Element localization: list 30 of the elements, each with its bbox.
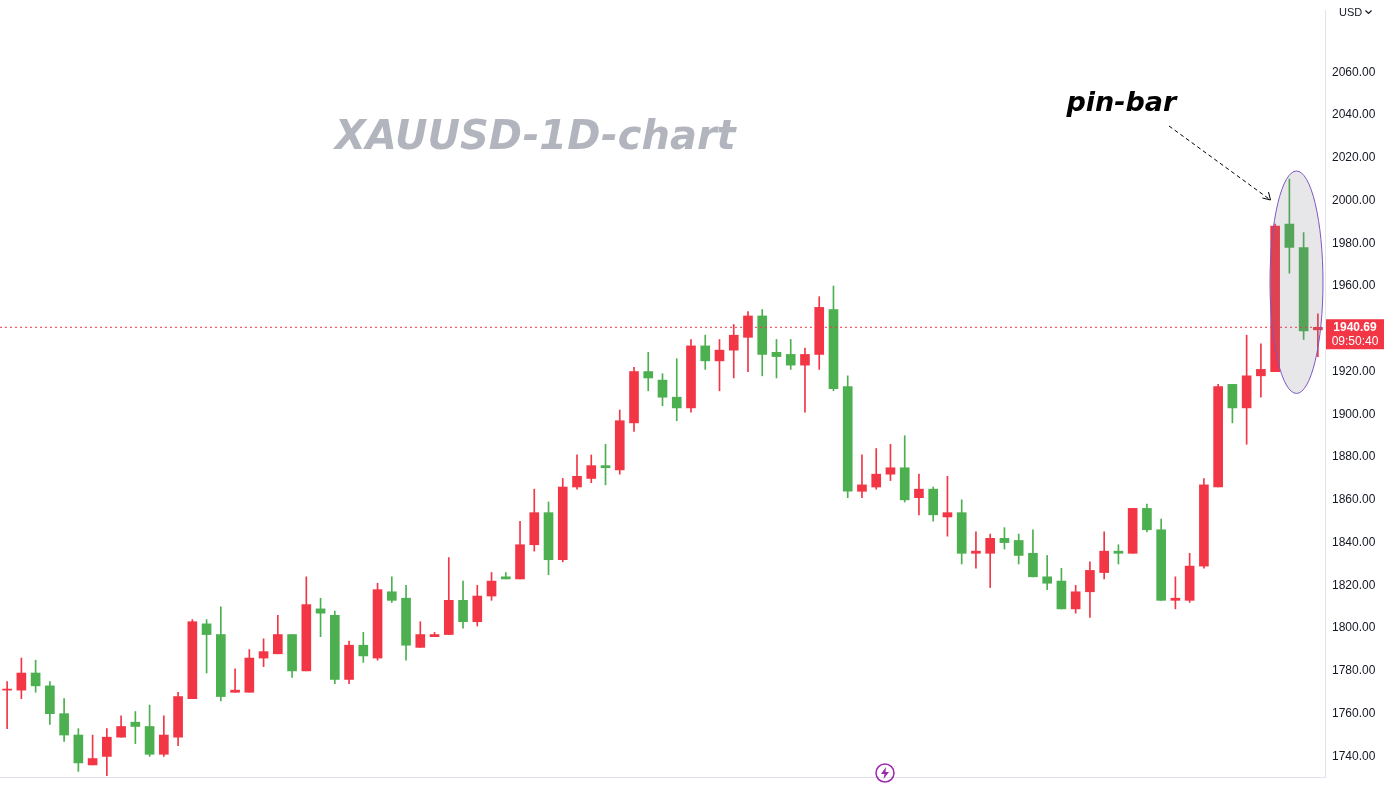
- y-tick-label: 1820.00: [1332, 577, 1376, 592]
- y-tick-label: 1740.00: [1332, 748, 1376, 763]
- y-tick-label: 2040.00: [1332, 107, 1376, 122]
- y-tick-label: 2060.00: [1332, 64, 1376, 79]
- annotation: pin-bar: [1066, 86, 1177, 117]
- y-tick-label: 2020.00: [1332, 150, 1376, 165]
- candlestick: [914, 473, 924, 516]
- text: 09:50:40: [1331, 333, 1379, 348]
- y-tick-label: 1960.00: [1332, 278, 1376, 293]
- candlestick: [671, 358, 682, 422]
- y-tick-label: 1840.00: [1332, 534, 1376, 549]
- y-tick-label: 1780.00: [1332, 663, 1376, 678]
- candlestick: [857, 454, 867, 499]
- y-tick-label: 1920.00: [1332, 363, 1376, 378]
- text: XAUUSD-1D-chart: [335, 112, 736, 158]
- y-tick-label: 1760.00: [1332, 705, 1376, 720]
- candlestick: [971, 531, 981, 569]
- y-tick-label: 1800.00: [1332, 620, 1376, 635]
- y-axis-title: USD: [1339, 6, 1363, 18]
- ref-line-label: 1940.69: [1333, 319, 1378, 334]
- candlestick: [1256, 343, 1266, 398]
- candlestick: [643, 351, 654, 392]
- y-tick-label: 1880.00: [1332, 449, 1376, 464]
- candlestick: [1042, 555, 1053, 590]
- y-tick-label: 1900.00: [1332, 406, 1376, 421]
- y-tick-label: 1980.00: [1332, 235, 1376, 250]
- candlestick: [800, 347, 810, 413]
- y-tick-label: 2000.00: [1332, 192, 1376, 207]
- y-tick-label: 1860.00: [1332, 492, 1376, 507]
- candlestick: [230, 668, 240, 693]
